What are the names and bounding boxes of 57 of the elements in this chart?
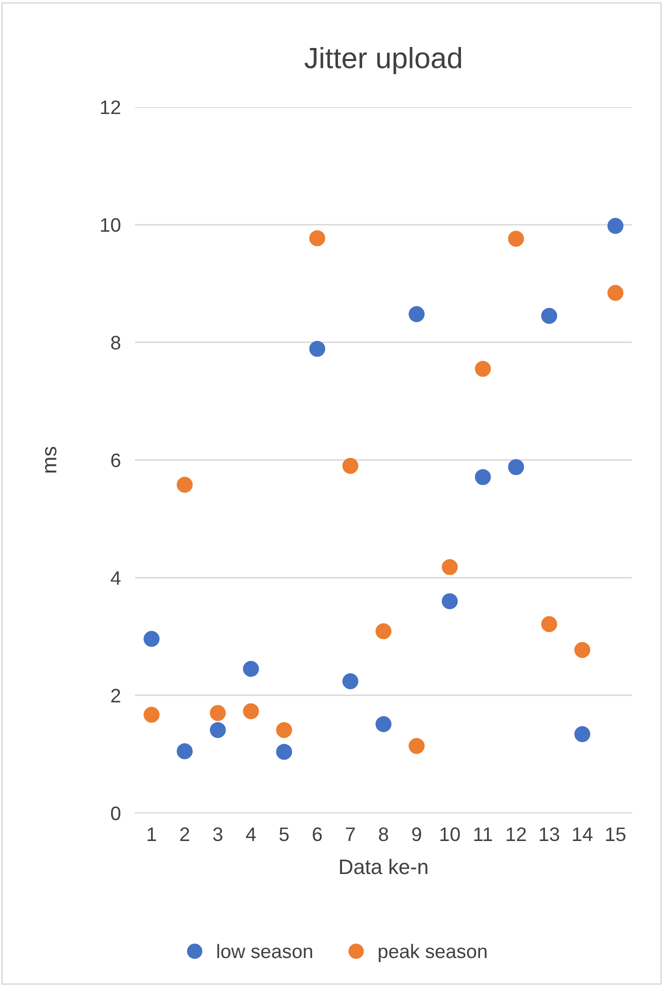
y-tick-label: 12 bbox=[100, 100, 120, 114]
point bbox=[607, 284, 624, 301]
point bbox=[607, 218, 624, 234]
point bbox=[276, 744, 292, 760]
x-tick-label: 3 bbox=[213, 827, 222, 842]
point bbox=[408, 738, 425, 754]
x-tick-label: 9 bbox=[412, 827, 422, 842]
legend-label: peak season bbox=[378, 944, 487, 962]
y-tick-label: 6 bbox=[111, 453, 120, 468]
x-tick-label: 5 bbox=[279, 828, 289, 842]
point bbox=[342, 673, 358, 690]
x-tick-label: 4 bbox=[246, 828, 256, 841]
x-tick-label: 7 bbox=[346, 828, 355, 841]
y-tick-label: 4 bbox=[110, 571, 121, 585]
point bbox=[508, 230, 524, 247]
y-tick-label: 2 bbox=[111, 688, 120, 702]
point bbox=[408, 306, 425, 322]
point bbox=[541, 308, 558, 324]
point bbox=[442, 559, 458, 576]
x-tick-label: 12 bbox=[506, 827, 526, 841]
point bbox=[508, 459, 524, 476]
point bbox=[376, 716, 392, 732]
y-tick-label: 8 bbox=[111, 336, 120, 350]
chart-title: Jitter upload bbox=[304, 46, 462, 74]
point bbox=[242, 660, 259, 677]
point bbox=[144, 706, 160, 723]
point bbox=[474, 469, 491, 486]
point bbox=[176, 476, 193, 493]
point bbox=[242, 703, 259, 720]
point bbox=[574, 726, 590, 742]
y-tick-label: 0 bbox=[111, 806, 120, 820]
x-tick-label: 10 bbox=[440, 827, 460, 842]
point bbox=[342, 458, 358, 474]
point bbox=[176, 743, 193, 760]
point bbox=[474, 360, 491, 377]
point bbox=[276, 722, 292, 738]
legend-label: low season bbox=[217, 944, 312, 958]
point bbox=[210, 722, 226, 738]
point bbox=[574, 642, 590, 658]
point bbox=[210, 705, 226, 721]
point bbox=[144, 630, 160, 647]
x-tick-label: 1 bbox=[148, 828, 156, 841]
point bbox=[376, 623, 392, 640]
x-tick-label: 6 bbox=[312, 827, 322, 842]
point bbox=[541, 616, 558, 632]
point bbox=[442, 593, 458, 610]
x-tick-label: 11 bbox=[474, 828, 492, 841]
x-tick-label: 8 bbox=[378, 827, 388, 842]
x-tick-label: 2 bbox=[180, 827, 190, 841]
point bbox=[309, 340, 326, 357]
y-tick-label: 10 bbox=[100, 218, 120, 232]
x-axis-title: Data ke-n bbox=[340, 858, 428, 874]
x-tick-label: 14 bbox=[572, 828, 593, 841]
x-tick-label: 15 bbox=[606, 828, 626, 842]
x-tick-label: 13 bbox=[540, 827, 560, 842]
y-axis-title: ms bbox=[45, 446, 56, 472]
point bbox=[309, 230, 326, 246]
